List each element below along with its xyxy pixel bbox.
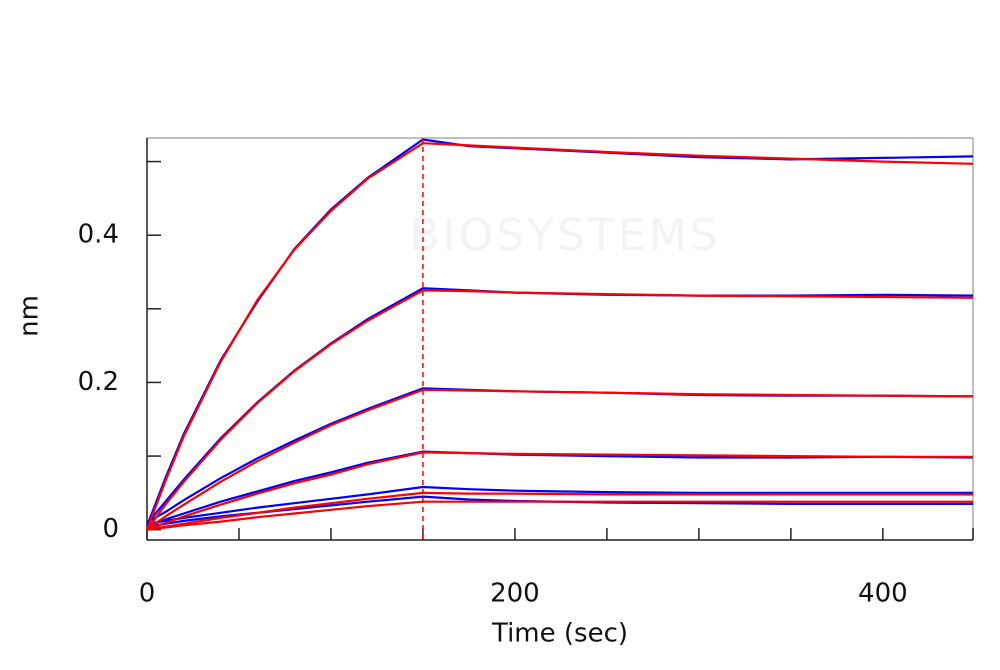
data-line: [146, 289, 974, 531]
x-tick-label: 200: [490, 579, 540, 609]
data-line: [146, 451, 973, 531]
data-line: [146, 495, 973, 528]
data-line: [146, 500, 973, 531]
data-line: [146, 485, 973, 525]
y-tick-label: 0.2: [78, 367, 119, 397]
x-tick-label: 400: [858, 579, 908, 609]
x-axis-label: Time (sec): [491, 619, 628, 649]
data-line: [146, 388, 974, 531]
y-tick-label: 0.4: [78, 220, 119, 250]
y-axis-label: nm: [15, 295, 45, 337]
data-line: [145, 138, 974, 527]
watermark: BIOSYSTEMS: [409, 210, 720, 261]
data-line: [146, 450, 974, 528]
data-line: [145, 142, 974, 531]
data-line: [146, 491, 973, 531]
y-tick-label: 0: [102, 514, 119, 544]
x-tick-label: 0: [139, 579, 156, 609]
